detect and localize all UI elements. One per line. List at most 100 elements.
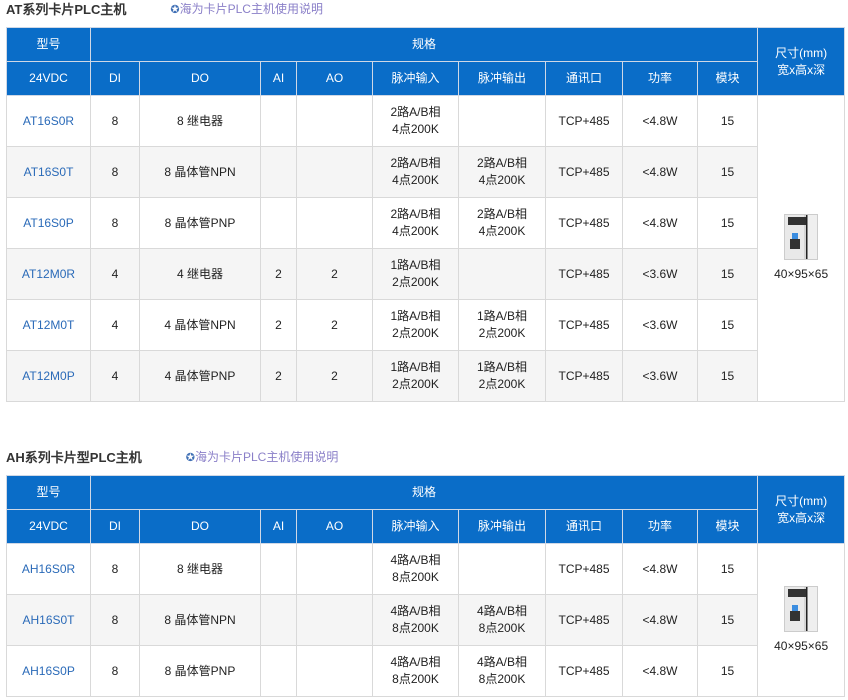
model-link[interactable]: AT12M0R (6, 248, 91, 300)
column-header: 脉冲输出 (458, 509, 546, 544)
table-cell: <4.8W (622, 197, 698, 249)
table-cell: 2路A/B相 4点200K (372, 95, 459, 147)
header-spec: 规格 (89, 27, 759, 62)
gear-icon: ✪ (170, 4, 180, 16)
table-cell: 2 (260, 299, 297, 351)
table-cell: TCP+485 (545, 543, 623, 595)
table-row: AH16S0T 8 8 晶体管NPN 4路A/B相 8点200K 4路A/B相 8点20… (6, 594, 845, 646)
column-header: AI (260, 61, 297, 96)
section-header: AT系列卡片PLC主机 ✪海为卡片PLC主机使用说明 (6, 0, 844, 27)
table-cell: 4路A/B相 8点200K (372, 543, 459, 595)
spec-table: 型号 规格 尺寸(mm) 宽x高x深 24VDC DI DO AI AO 脉冲输入 脉冲输出 通讯口… (6, 27, 846, 402)
table-cell: 1路A/B相 2点200K (372, 248, 459, 300)
table-cell: 1路A/B相 2点200K (372, 350, 459, 402)
table-cell: 1路A/B相 2点200K (372, 299, 459, 351)
table-cell: TCP+485 (545, 95, 623, 147)
table-cell (260, 543, 297, 595)
section-ah: AH系列卡片型PLC主机 ✪海为卡片PLC主机使用说明 型号 规格 尺寸(mm) 宽… (6, 448, 846, 697)
section-header: AH系列卡片型PLC主机 ✪海为卡片PLC主机使用说明 (6, 448, 844, 475)
table-cell: TCP+485 (545, 350, 623, 402)
column-header: 脉冲输入 (372, 61, 459, 96)
table-cell: TCP+485 (545, 594, 623, 646)
model-link[interactable]: AH16S0R (6, 543, 91, 595)
column-header: DI (90, 509, 140, 544)
table-cell: 8 晶体管PNP (139, 197, 261, 249)
table-cell: 2 (296, 350, 373, 402)
header-model: 型号 (6, 475, 91, 510)
column-header: AO (296, 509, 373, 544)
model-link[interactable]: AT12M0P (6, 350, 91, 402)
table-cell: 8 晶体管NPN (139, 146, 261, 198)
header-model: 型号 (6, 27, 91, 62)
section-at: AT系列卡片PLC主机 ✪海为卡片PLC主机使用说明 型号 规格 尺寸(mm) 宽x… (6, 0, 846, 402)
table-cell: 2 (260, 350, 297, 402)
table-cell: 15 (696, 248, 759, 300)
table-cell: 2路A/B相 4点200K (458, 146, 546, 198)
model-link[interactable]: AT16S0R (6, 95, 91, 147)
table-cell: 15 (696, 645, 759, 697)
table-cell: TCP+485 (545, 299, 623, 351)
table-cell: TCP+485 (545, 248, 623, 300)
table-row: AT16S0T 8 8 晶体管NPN 2路A/B相 4点200K 2路A/B相 4点20… (6, 146, 845, 198)
model-link[interactable]: AH16S0P (6, 645, 91, 697)
table-cell: 15 (696, 95, 759, 147)
table-cell (458, 248, 546, 300)
manual-link[interactable]: ✪海为卡片PLC主机使用说明 (185, 450, 339, 464)
table-cell: 4 晶体管NPN (139, 299, 261, 351)
table-cell: 8 (90, 594, 140, 646)
table-cell (296, 95, 373, 147)
column-header: 脉冲输入 (372, 509, 459, 544)
product-image (784, 585, 819, 632)
table-row: AH16S0P 8 8 晶体管PNP 4路A/B相 8点200K 4路A/B相 8点20… (6, 645, 845, 697)
column-header: AI (260, 509, 297, 544)
model-link[interactable]: AT12M0T (6, 299, 91, 351)
table-cell: 15 (696, 350, 759, 402)
model-link[interactable]: AH16S0T (6, 594, 91, 646)
table-cell: <3.6W (622, 299, 698, 351)
table-cell (296, 645, 373, 697)
size-value: 40×95×65 (774, 638, 829, 653)
column-header: 24VDC (6, 509, 91, 544)
model-link[interactable]: AT16S0P (6, 197, 91, 249)
size-cell: 40×95×65 (757, 543, 846, 697)
table-cell (458, 543, 546, 595)
section-title: AT系列卡片PLC主机 (6, 2, 127, 17)
table-cell: <4.8W (622, 645, 698, 697)
column-header: 功率 (622, 61, 698, 96)
product-image (784, 214, 819, 260)
table-cell: 15 (696, 543, 759, 595)
table-cell: 1路A/B相 2点200K (458, 299, 546, 351)
header-size: 尺寸(mm) 宽x高x深 (757, 475, 846, 544)
column-header: 脉冲输出 (458, 61, 546, 96)
table-cell: 4 晶体管PNP (139, 350, 261, 402)
table-cell: 15 (696, 299, 759, 351)
table-cell: 15 (696, 197, 759, 249)
table-cell (260, 146, 297, 198)
column-header: 通讯口 (545, 61, 623, 96)
table-cell (296, 543, 373, 595)
table-cell: 2 (296, 299, 373, 351)
table-cell: 2路A/B相 4点200K (458, 197, 546, 249)
table-cell: 4 (90, 350, 140, 402)
gear-icon: ✪ (185, 452, 195, 464)
manual-link[interactable]: ✪海为卡片PLC主机使用说明 (170, 2, 323, 16)
table-cell (260, 197, 297, 249)
model-link[interactable]: AT16S0T (6, 146, 91, 198)
table-cell: <4.8W (622, 95, 698, 147)
table-cell: 2路A/B相 4点200K (372, 146, 459, 198)
table-cell: TCP+485 (545, 197, 623, 249)
section-title: AH系列卡片型PLC主机 (6, 450, 142, 465)
table-cell: 2路A/B相 4点200K (372, 197, 459, 249)
column-header: DI (90, 61, 140, 96)
table-cell: TCP+485 (545, 645, 623, 697)
table-cell: 15 (696, 594, 759, 646)
column-header: DO (139, 509, 261, 544)
table-cell: 8 (90, 543, 140, 595)
table-cell: 8 晶体管PNP (139, 645, 261, 697)
table-cell: <4.8W (622, 594, 698, 646)
column-header: 24VDC (6, 61, 91, 96)
table-cell: <3.6W (622, 350, 698, 402)
table-row: AT12M0R 4 4 继电器 2 2 1路A/B相 2点200K TCP+485 <3.6W… (6, 248, 845, 300)
table-cell: 8 晶体管NPN (139, 594, 261, 646)
table-cell: <3.6W (622, 248, 698, 300)
